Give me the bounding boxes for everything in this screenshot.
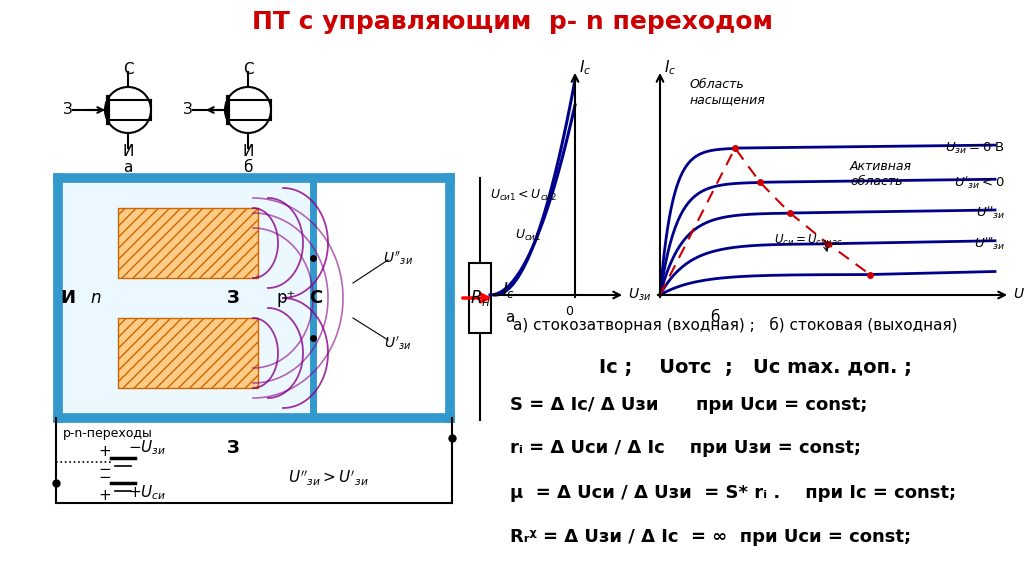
Text: С: С xyxy=(309,289,323,307)
Text: $I_c$: $I_c$ xyxy=(664,59,676,77)
Text: б: б xyxy=(244,161,253,176)
Text: $+U_{си}$: $+U_{си}$ xyxy=(128,484,166,502)
Text: +: + xyxy=(98,487,112,502)
Text: $U'''_{зи}$: $U'''_{зи}$ xyxy=(974,235,1005,252)
Text: а: а xyxy=(505,310,515,325)
Bar xyxy=(62,182,312,414)
Text: ПТ с управляющим  р- n переходом: ПТ с управляющим р- n переходом xyxy=(252,10,772,34)
Text: З: З xyxy=(183,103,193,118)
Text: З: З xyxy=(226,289,240,307)
Text: р-n-переходы: р-n-переходы xyxy=(63,426,153,440)
Text: И: И xyxy=(122,144,134,158)
Text: З: З xyxy=(63,103,73,118)
Text: Ic ;    Uотс  ;   Uc max. доп. ;: Ic ; Uотс ; Uc max. доп. ; xyxy=(599,358,911,377)
Text: $U''_{зи}$: $U''_{зи}$ xyxy=(383,249,413,267)
Text: μ  = Δ Uси / Δ Uзи  = S* rᵢ .    при Ic = const;: μ = Δ Uси / Δ Uзи = S* rᵢ . при Ic = con… xyxy=(510,484,956,502)
Text: С: С xyxy=(243,61,253,76)
Text: $-U_{зи}$: $-U_{зи}$ xyxy=(128,439,166,457)
Text: $U_{си1}<U_{си2}$: $U_{си1}<U_{си2}$ xyxy=(490,188,557,203)
Text: $U'_{зи}$: $U'_{зи}$ xyxy=(384,334,412,352)
Text: $U_{зи}$: $U_{зи}$ xyxy=(628,287,651,303)
Text: S = Δ Ic/ Δ Uзи      при Uси = const;: S = Δ Ic/ Δ Uзи при Uси = const; xyxy=(510,396,867,414)
Text: 0: 0 xyxy=(565,305,573,318)
Text: −: − xyxy=(98,470,112,484)
Text: а: а xyxy=(123,161,133,176)
Text: Rᵣᵡ = Δ Uзи / Δ Ic  = ∞  при Uси = const;: Rᵣᵡ = Δ Uзи / Δ Ic = ∞ при Uси = const; xyxy=(510,528,911,546)
Bar xyxy=(469,263,490,333)
Text: И: И xyxy=(243,144,254,158)
Text: $U_{си}$: $U_{си}$ xyxy=(1013,287,1024,303)
Text: $U'_{зи}<0$: $U'_{зи}<0$ xyxy=(954,174,1005,191)
Text: Область
насыщения: Область насыщения xyxy=(690,78,766,106)
Text: rᵢ = Δ Uси / Δ Ic    при Uзи = const;: rᵢ = Δ Uси / Δ Ic при Uзи = const; xyxy=(510,439,861,457)
Text: $U''_{зи}$: $U''_{зи}$ xyxy=(976,205,1005,222)
Text: б: б xyxy=(711,310,720,325)
Text: $R_{н}$: $R_{н}$ xyxy=(470,288,490,308)
Text: $U_{си1}$: $U_{си1}$ xyxy=(515,227,542,243)
Text: С: С xyxy=(123,61,133,76)
Text: $U''_{зи} > U'_{зи}$: $U''_{зи} > U'_{зи}$ xyxy=(288,468,369,488)
Text: И: И xyxy=(60,289,76,307)
Text: $U_{зи}=0$ В: $U_{зи}=0$ В xyxy=(945,141,1005,156)
Text: n: n xyxy=(91,289,101,307)
Text: а) стокозатворная (входная) ;   б) стоковая (выходная): а) стокозатворная (входная) ; б) стокова… xyxy=(513,317,957,333)
Text: $I_c$: $I_c$ xyxy=(579,59,591,77)
Text: −: − xyxy=(98,463,112,478)
Text: Активная
область: Активная область xyxy=(850,160,912,188)
Text: $U_{си}=U_{си нас}$: $U_{си}=U_{си нас}$ xyxy=(774,232,843,247)
Polygon shape xyxy=(118,318,258,388)
Polygon shape xyxy=(118,208,258,278)
Text: +: + xyxy=(98,444,112,460)
Text: З: З xyxy=(226,439,240,457)
Text: p⁺: p⁺ xyxy=(276,289,296,307)
Text: $I_c$: $I_c$ xyxy=(502,280,515,300)
